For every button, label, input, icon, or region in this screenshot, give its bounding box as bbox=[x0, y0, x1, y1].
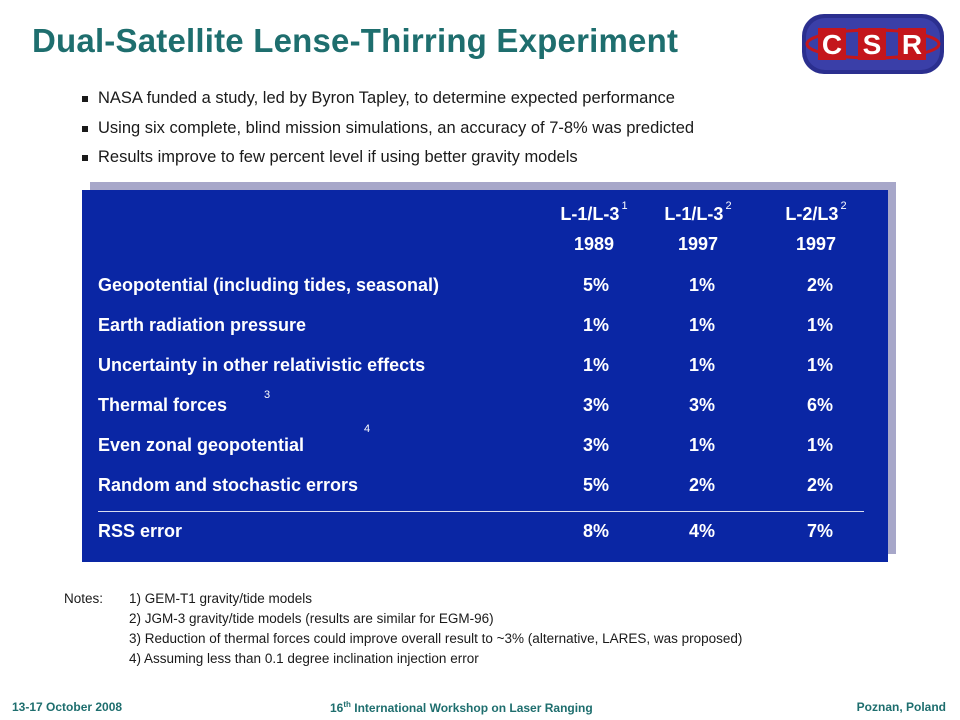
table-cell: 1% bbox=[806, 355, 833, 375]
table-cell: 6% bbox=[806, 395, 833, 415]
table-cell: 5% bbox=[582, 475, 609, 495]
column-year-1: 1989 bbox=[573, 234, 615, 254]
bullet-text: Using six complete, blind mission simula… bbox=[98, 118, 695, 137]
table-cell: 1% bbox=[582, 355, 609, 375]
total-cell: 4% bbox=[688, 521, 715, 541]
note-line: 2) JGM-3 gravity/tide models (results ar… bbox=[129, 611, 494, 626]
footer-location: Poznan, Poland bbox=[856, 700, 946, 714]
bullet-item: NASA funded a study, led by Byron Tapley… bbox=[82, 89, 694, 119]
table-cell: 3% bbox=[688, 395, 715, 415]
bullet-square-icon bbox=[82, 125, 88, 132]
table-cell: 1% bbox=[688, 275, 715, 295]
csr-logo: C S R bbox=[802, 14, 944, 74]
table-cell: 5% bbox=[582, 275, 609, 295]
slide-title: Dual-Satellite Lense-Thirring Experiment bbox=[32, 22, 679, 59]
row-label: Geopotential (including tides, seasonal) bbox=[98, 275, 440, 295]
note-line: 3) Reduction of thermal forces could imp… bbox=[129, 631, 743, 646]
footer-event: 16th International Workshop on Laser Ran… bbox=[330, 700, 593, 715]
row-label: Uncertainty in other relativistic effect… bbox=[98, 355, 426, 375]
bullet-item: Results improve to few percent level if … bbox=[82, 148, 694, 178]
note-line: 1) GEM-T1 gravity/tide models bbox=[129, 591, 313, 606]
svg-text:C: C bbox=[822, 29, 842, 60]
column-year-2: 1997 bbox=[677, 234, 719, 254]
error-budget-table: L-1/L-3 1 L-1/L-3 2 L-2/L3 2 1989 1997 1997… bbox=[82, 190, 888, 562]
column-year-3: 1997 bbox=[795, 234, 837, 254]
row-footnote: 3 bbox=[264, 389, 271, 401]
table-cell: 1% bbox=[688, 315, 715, 335]
bullet-item: Using six complete, blind mission simula… bbox=[82, 119, 694, 149]
note-line: 4) Assuming less than 0.1 degree inclina… bbox=[129, 651, 479, 666]
row-label: Even zonal geopotential bbox=[98, 435, 305, 455]
header-footnote: 2 bbox=[725, 200, 732, 212]
total-divider bbox=[98, 511, 864, 512]
svg-text:S: S bbox=[863, 29, 882, 60]
row-label: Random and stochastic errors bbox=[98, 475, 359, 495]
bullet-text: Results improve to few percent level if … bbox=[98, 148, 578, 166]
table-cell: 3% bbox=[582, 435, 609, 455]
row-label: Thermal forces bbox=[98, 395, 228, 415]
total-cell: 7% bbox=[806, 521, 833, 541]
bullet-square-icon bbox=[82, 96, 88, 102]
bullet-square-icon bbox=[82, 155, 88, 161]
table-cell: 1% bbox=[806, 435, 833, 455]
table-cell: 1% bbox=[688, 355, 715, 375]
csr-logo-letters: C S R bbox=[818, 28, 926, 60]
svg-text:R: R bbox=[902, 29, 922, 60]
row-footnote: 4 bbox=[364, 423, 371, 435]
column-header-1: L-1/L-3 1 bbox=[560, 200, 628, 224]
table-cell: 1% bbox=[806, 315, 833, 335]
table-cell: 3% bbox=[582, 395, 609, 415]
row-label: Earth radiation pressure bbox=[98, 315, 307, 335]
header-footnote: 2 bbox=[840, 200, 847, 212]
footer-date: 13-17 October 2008 bbox=[12, 700, 123, 714]
column-header-3: L-2/L3 2 bbox=[785, 200, 847, 224]
total-label: RSS error bbox=[98, 521, 183, 541]
column-header-2: L-1/L-3 2 bbox=[664, 200, 732, 224]
table-cell: 1% bbox=[582, 315, 609, 335]
notes-prefix: Notes: bbox=[64, 591, 104, 606]
table-cell: 2% bbox=[688, 475, 715, 495]
header-footnote: 1 bbox=[621, 200, 628, 212]
bullet-text: NASA funded a study, led by Byron Tapley… bbox=[98, 89, 675, 107]
table-cell: 2% bbox=[806, 275, 833, 295]
bullet-list: NASA funded a study, led by Byron Tapley… bbox=[82, 89, 694, 178]
table-cell: 2% bbox=[806, 475, 833, 495]
total-cell: 8% bbox=[582, 521, 609, 541]
table-cell: 1% bbox=[688, 435, 715, 455]
